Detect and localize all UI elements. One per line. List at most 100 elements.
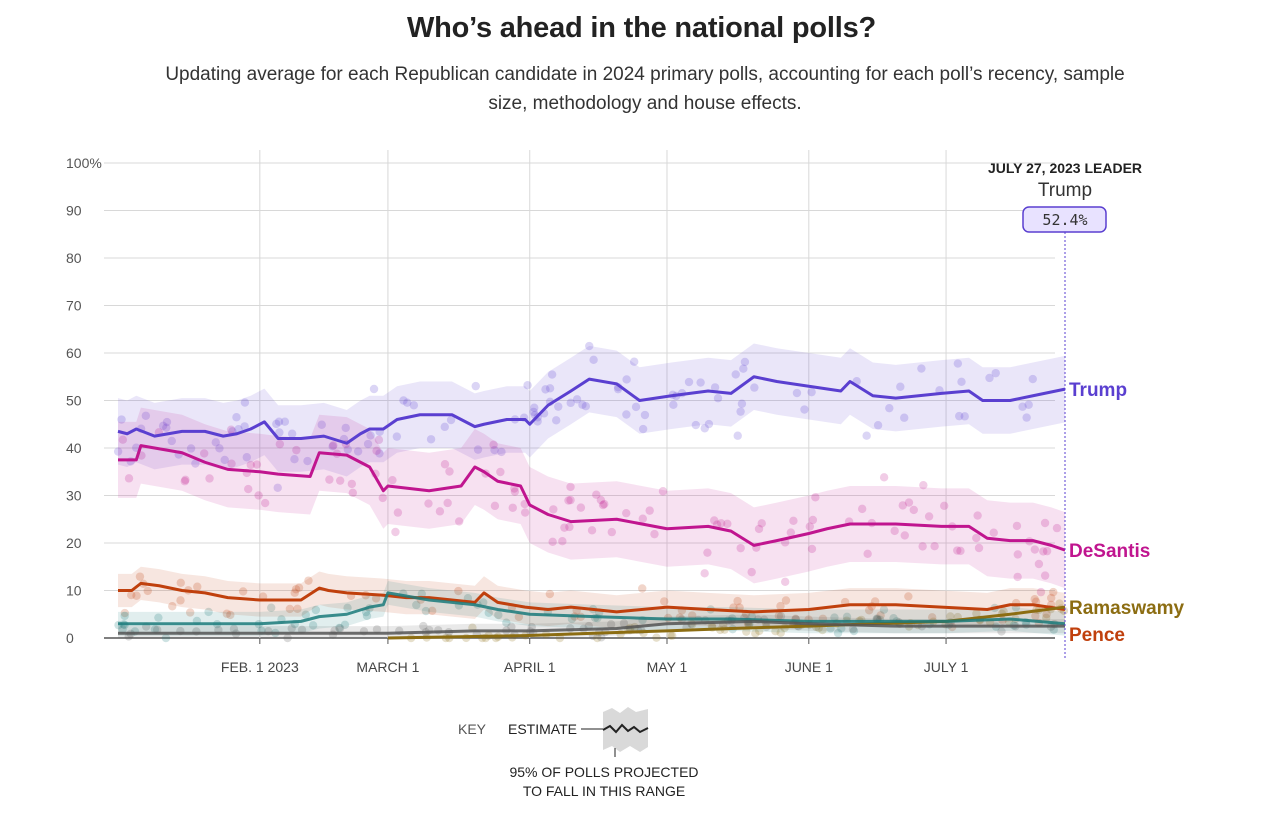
poll-dot [273, 483, 282, 492]
poll-dot [254, 491, 263, 500]
poll-dot [560, 523, 569, 532]
leader-name: Trump [1038, 180, 1092, 201]
poll-dot [703, 548, 712, 557]
poll-dot [566, 398, 575, 408]
x-tick-label: FEB. 1 2023 [221, 659, 299, 675]
x-tick-label: APRIL 1 [504, 659, 556, 675]
poll-dot [652, 633, 661, 642]
poll-dot [1036, 587, 1046, 597]
poll-dot [957, 377, 966, 386]
poll-dot [162, 417, 172, 427]
poll-dot [830, 613, 839, 622]
poll-dot [566, 482, 575, 492]
poll-dot [700, 424, 709, 433]
poll-dot [473, 445, 483, 454]
poll-dot [329, 441, 338, 450]
line-haley [118, 591, 1066, 626]
poll-dot [419, 621, 428, 631]
poll-dot [924, 512, 934, 521]
poll-dot [275, 428, 284, 437]
poll-dot [607, 527, 617, 537]
poll-dot [747, 567, 756, 577]
poll-dot [343, 603, 352, 613]
poll-dot [508, 503, 517, 512]
poll-dot [774, 611, 784, 620]
poll-dot [863, 549, 872, 559]
poll-dot [572, 395, 582, 404]
poll-dot [1030, 545, 1040, 554]
poll-dot [640, 410, 650, 420]
poll-dot [900, 531, 909, 540]
chart-subtitle: Updating average for each Republican can… [165, 64, 1125, 114]
poll-dot [293, 604, 302, 614]
y-tick-label: 0 [66, 630, 74, 646]
poll-dot [113, 447, 123, 456]
poll-dot [232, 413, 241, 422]
y-tick-label: 100% [66, 155, 102, 171]
poll-dot [260, 498, 270, 508]
poll-dot [290, 588, 299, 597]
poll-dot [780, 577, 790, 587]
poll-dot [842, 612, 852, 621]
poll-dot [529, 407, 538, 417]
poll-dot [392, 432, 402, 441]
poll-dot [776, 628, 785, 637]
poll-dot [593, 633, 602, 643]
poll-dot [751, 629, 760, 638]
poll-dot [150, 625, 160, 634]
poll-dot [369, 384, 379, 394]
poll-dot [507, 622, 516, 632]
y-tick-label: 40 [66, 440, 82, 456]
poll-dot [638, 514, 647, 523]
poll-dot [363, 439, 373, 449]
poll-dot [391, 527, 400, 537]
y-tick-label: 50 [66, 393, 82, 409]
poll-dot [215, 444, 224, 453]
poll-dot [596, 495, 606, 505]
poll-dot [1013, 572, 1022, 582]
poll-dot [1030, 595, 1039, 604]
poll-dot [917, 364, 926, 373]
poll-dot [1024, 400, 1033, 409]
poll-dot [997, 627, 1006, 636]
leader-value: 52.4% [1042, 211, 1087, 229]
poll-dot [308, 621, 318, 630]
poll-dot [545, 384, 555, 393]
poll-dot [757, 519, 766, 528]
poll-dot [578, 400, 587, 409]
poll-dot [120, 608, 130, 618]
chart-title: Who’s ahead in the national polls? [406, 12, 877, 44]
poll-dot [124, 474, 134, 483]
poll-dot [375, 449, 384, 458]
y-tick-label: 70 [66, 298, 82, 314]
poll-dot [606, 620, 616, 629]
series-lines [117, 375, 1066, 640]
poll-dot [417, 589, 426, 599]
poll-dot [771, 627, 780, 636]
poll-dot [1055, 599, 1064, 608]
poll-dot [668, 631, 677, 640]
poll-dot [940, 501, 949, 510]
poll-dot [240, 398, 250, 407]
poll-dot [576, 503, 586, 512]
band-trump [118, 343, 1065, 477]
poll-dot [161, 633, 171, 643]
poll-dot [328, 442, 337, 451]
poll-dot [581, 401, 591, 411]
poll-dot [833, 628, 843, 638]
poll-dot [471, 381, 480, 391]
x-tick-label: MARCH 1 [356, 659, 419, 675]
poll-dot [789, 516, 798, 526]
poll-dot [303, 456, 312, 466]
poll-dot [186, 444, 196, 453]
poll-dot [585, 341, 594, 351]
poll-dot [781, 596, 791, 605]
poll-dot [403, 398, 412, 407]
poll-dot [244, 484, 253, 494]
line-desantis [118, 444, 1066, 552]
poll-dot [275, 439, 285, 449]
poll-dot [1018, 402, 1027, 411]
poll-dot [786, 528, 796, 537]
line-trump [117, 375, 1066, 445]
poll-dot [879, 605, 889, 614]
